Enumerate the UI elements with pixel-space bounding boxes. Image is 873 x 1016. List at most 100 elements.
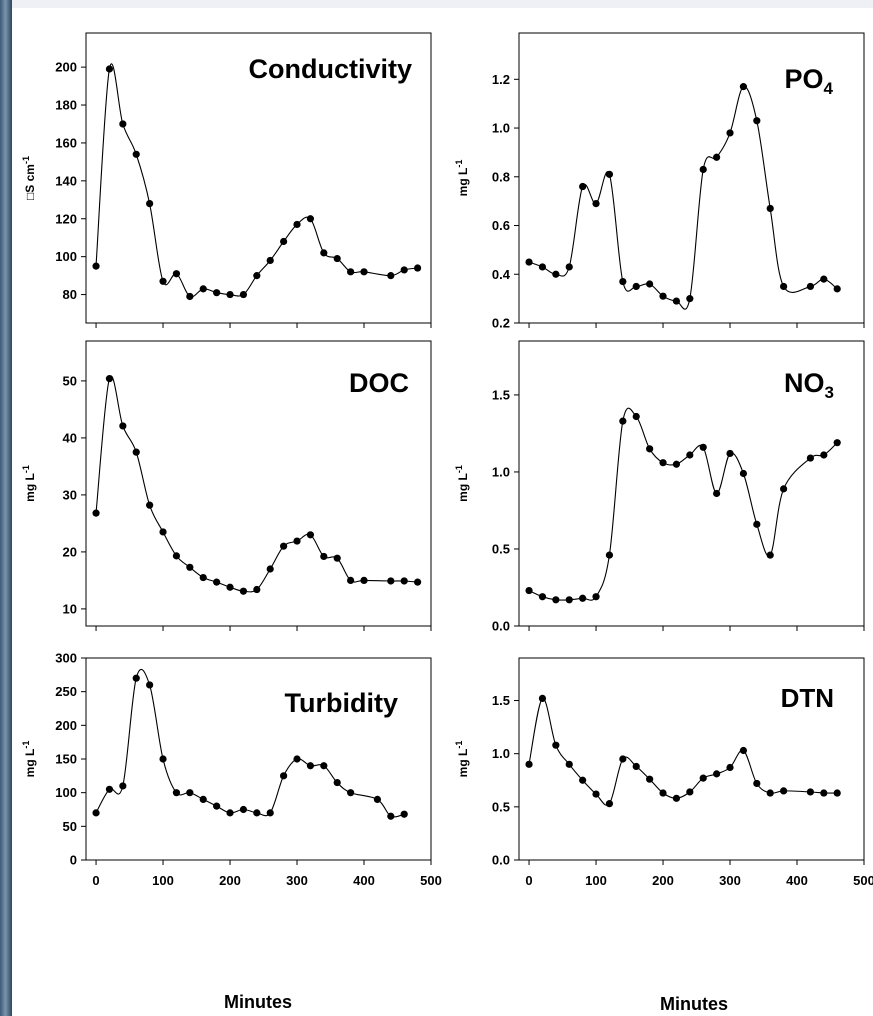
data-point <box>538 694 547 703</box>
data-point <box>119 120 127 128</box>
panel-title: DOC <box>349 368 409 398</box>
y-tick-label: 1.0 <box>492 464 510 479</box>
data-point <box>92 809 100 817</box>
data-point <box>280 237 288 246</box>
y-tick-label: 0.5 <box>492 541 510 556</box>
x-tick-label: 0 <box>92 873 99 888</box>
panel-title: NO3 <box>784 368 834 402</box>
data-point <box>414 578 422 586</box>
data-point <box>632 412 640 421</box>
data-point <box>239 805 248 814</box>
data-point <box>579 776 587 784</box>
data-point <box>699 165 707 174</box>
data-point <box>780 282 788 291</box>
y-axis-label: mg L-1 <box>21 741 37 778</box>
data-point <box>579 594 587 602</box>
panel-title: PO4 <box>785 64 834 98</box>
data-point <box>659 292 667 300</box>
y-tick-label: 160 <box>55 135 77 150</box>
y-axis-label: mg L-1 <box>454 160 470 197</box>
data-point <box>766 551 774 559</box>
data-point <box>646 445 654 453</box>
x-tick-label: 400 <box>353 873 375 888</box>
y-tick-label: 0.4 <box>492 267 511 282</box>
y-tick-label: 10 <box>63 601 77 616</box>
x-tick-label: 500 <box>853 873 873 888</box>
x-tick-label: 400 <box>786 873 808 888</box>
data-point <box>806 788 815 796</box>
data-point <box>400 810 408 818</box>
data-point <box>753 520 761 528</box>
panel-title: DTN <box>781 683 834 713</box>
series-line <box>528 86 838 310</box>
data-point <box>239 587 248 595</box>
data-point <box>820 451 828 459</box>
data-point <box>293 537 301 545</box>
y-tick-label: 1.0 <box>492 121 510 136</box>
y-axis-label: mg L-1 <box>21 465 37 502</box>
chart-panel-2: 0.2 0.4 0.6 0.8 1.0 1.2 PO4 mg L-1 <box>454 32 865 331</box>
y-tick-label: 100 <box>55 785 77 800</box>
data-point <box>172 789 181 797</box>
data-point <box>726 449 734 458</box>
plot-frame <box>85 340 432 627</box>
data-point <box>186 563 194 571</box>
data-point <box>360 576 368 585</box>
y-tick-label: 20 <box>63 544 77 559</box>
x-tick-label: 300 <box>286 873 308 888</box>
data-point <box>538 263 547 271</box>
data-point <box>820 789 828 797</box>
plot-frame <box>85 32 432 324</box>
data-point <box>146 199 154 208</box>
y-tick-label: 0.6 <box>492 218 510 233</box>
x-axis-label: Minutes <box>224 992 292 1012</box>
data-point <box>360 268 368 276</box>
y-tick-label: 50 <box>63 819 77 834</box>
data-point <box>387 272 395 280</box>
data-point <box>699 774 707 782</box>
data-point <box>414 264 422 272</box>
data-point <box>699 443 707 451</box>
data-point <box>726 763 734 772</box>
data-point <box>199 573 207 582</box>
data-point <box>659 459 667 467</box>
data-point <box>132 448 140 456</box>
data-point <box>159 528 167 536</box>
data-point <box>373 795 382 804</box>
data-point <box>333 254 341 263</box>
data-point <box>172 270 181 278</box>
data-point <box>105 65 114 73</box>
data-point <box>833 285 841 293</box>
y-tick-label: 0.5 <box>492 799 510 814</box>
data-point <box>766 204 774 213</box>
y-tick-label: 1.5 <box>492 387 510 402</box>
data-point <box>565 263 573 271</box>
y-tick-label: 300 <box>55 651 77 666</box>
data-point <box>280 542 288 550</box>
data-point <box>686 295 694 303</box>
y-tick-label: 0.2 <box>492 316 510 331</box>
data-point <box>632 282 640 291</box>
data-point <box>592 593 600 601</box>
plot-frame <box>518 340 865 627</box>
data-point <box>306 215 315 223</box>
y-tick-label: 140 <box>55 173 77 188</box>
data-point <box>92 262 100 270</box>
plot-frame <box>518 657 865 861</box>
x-tick-label: 100 <box>585 873 607 888</box>
data-point <box>347 576 355 585</box>
data-point <box>552 741 560 749</box>
data-point <box>213 802 221 810</box>
chart-panel-3: 10 20 30 40 50 DOC mg L-1 <box>21 340 432 631</box>
y-tick-label: 250 <box>55 684 77 699</box>
y-axis-label: mg L-1 <box>454 465 470 502</box>
data-point <box>280 772 288 780</box>
data-point <box>146 681 154 689</box>
y-tick-label: 1.2 <box>492 72 510 87</box>
data-point <box>320 762 328 770</box>
data-point <box>833 789 841 797</box>
data-point <box>739 83 748 91</box>
data-point <box>333 554 341 562</box>
data-point <box>565 596 573 604</box>
data-point <box>579 182 587 191</box>
